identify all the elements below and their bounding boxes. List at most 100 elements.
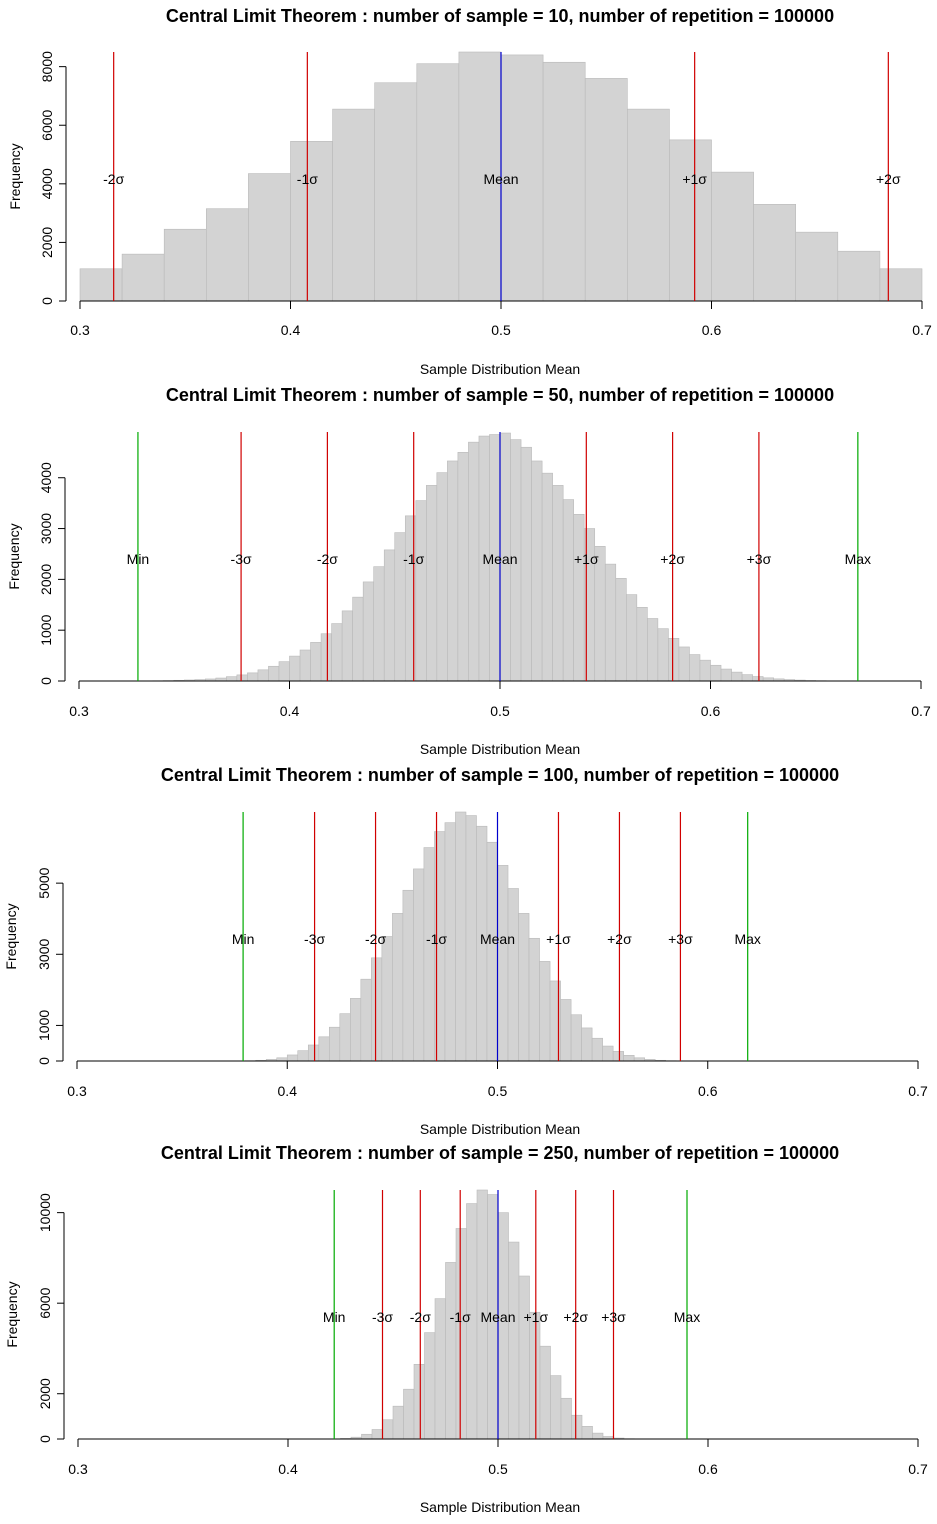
histogram-bar [424, 848, 435, 1061]
histogram-bar [404, 1389, 415, 1439]
marker-label: +1σ [682, 171, 707, 187]
histogram-bar [362, 1434, 373, 1439]
histogram-bar [447, 461, 458, 681]
histogram-bar [308, 1045, 319, 1061]
histogram-bar [287, 1055, 298, 1061]
histogram-bar [258, 670, 269, 681]
x-tick-label: 0.4 [280, 703, 300, 719]
marker-label: Min [127, 551, 150, 567]
histogram-bar [561, 999, 572, 1061]
histogram-bar [237, 675, 248, 681]
marker-label: +1σ [546, 931, 571, 947]
histogram-bar [384, 550, 395, 681]
histogram-bar [721, 669, 732, 681]
histogram-bar [206, 209, 248, 301]
y-tick-label: 0 [39, 297, 55, 305]
histogram-bar [658, 629, 669, 681]
marker-label: +3σ [601, 1309, 626, 1325]
histogram-bar [416, 501, 427, 681]
x-tick-label: 0.3 [68, 1461, 88, 1477]
histogram-bar [458, 452, 469, 681]
x-tick-label: 0.3 [70, 322, 90, 338]
marker-label: +3σ [668, 931, 693, 947]
histogram-bar [382, 937, 393, 1062]
histogram-bar [375, 83, 417, 301]
histogram-bar [647, 619, 658, 682]
y-axis-label: Frequency [6, 523, 22, 589]
histogram-bar [226, 677, 237, 681]
histogram-bar [838, 251, 880, 301]
histogram-bar [561, 1398, 572, 1439]
histogram-bar [298, 1051, 309, 1061]
histogram-bar [616, 578, 627, 681]
histogram-bar [268, 666, 279, 681]
marker-label: -3σ [231, 551, 252, 567]
x-tick-label: 0.6 [698, 1083, 718, 1099]
marker-label: +2σ [876, 171, 901, 187]
x-tick-label: 0.7 [908, 1461, 928, 1477]
marker-label: Mean [480, 1309, 515, 1325]
histogram-bar [350, 998, 361, 1061]
histogram-bar [372, 1429, 383, 1439]
histogram-bar [542, 473, 553, 681]
histogram-bar [363, 582, 374, 681]
y-tick-label: 6000 [37, 1287, 53, 1318]
x-tick-label: 0.5 [488, 1083, 508, 1099]
marker-label: +1σ [574, 551, 599, 567]
y-tick-label: 1000 [38, 614, 54, 645]
histogram-bar [332, 624, 343, 681]
y-tick-label: 6000 [39, 109, 55, 140]
histogram-bar [627, 109, 669, 301]
histogram-bar [426, 485, 437, 681]
histogram-bar [508, 888, 519, 1061]
marker-label: -2σ [365, 931, 386, 947]
x-tick-label: 0.6 [698, 1461, 718, 1477]
marker-label: +2σ [660, 551, 685, 567]
chart-panel-2: Central Limit Theorem : number of sample… [6, 385, 931, 757]
histogram-bar [880, 269, 922, 301]
histogram-bar [624, 1055, 635, 1061]
marker-label: -1σ [450, 1309, 471, 1325]
histogram-bar [521, 447, 532, 681]
y-tick-label: 5000 [36, 867, 52, 898]
histogram-bar [333, 109, 375, 301]
y-tick-label: 1000 [36, 1010, 52, 1041]
histogram-bar [498, 865, 509, 1061]
marker-label: Min [232, 931, 255, 947]
y-tick-label: 0 [37, 1435, 53, 1443]
marker-label: +3σ [747, 551, 772, 567]
histogram-bar [626, 595, 637, 681]
marker-label: Max [674, 1309, 700, 1325]
chart-title: Central Limit Theorem : number of sample… [166, 6, 834, 26]
x-tick-label: 0.5 [491, 322, 511, 338]
histogram-bar [456, 1228, 467, 1439]
chart-title: Central Limit Theorem : number of sample… [161, 765, 839, 785]
marker-label: -3σ [372, 1309, 393, 1325]
histogram-bar [446, 1262, 457, 1439]
histogram-bar [361, 979, 372, 1061]
histogram-bar [582, 1028, 593, 1061]
histogram-bar [414, 1364, 425, 1439]
y-tick-label: 2000 [38, 564, 54, 595]
chart-title: Central Limit Theorem : number of sample… [161, 1143, 839, 1163]
x-tick-label: 0.4 [278, 1461, 298, 1477]
chart-panel-1: Central Limit Theorem : number of sample… [7, 6, 932, 377]
histogram-bar [712, 172, 754, 301]
histogram-bar [383, 1420, 394, 1439]
histogram-bar [413, 869, 424, 1061]
histogram-bar [530, 1312, 541, 1439]
histogram-bar [353, 597, 364, 681]
chart-panel-4: Central Limit Theorem : number of sample… [4, 1143, 928, 1515]
histogram-bar [311, 642, 322, 681]
marker-label: -3σ [304, 931, 325, 947]
histogram-bar [700, 660, 711, 681]
histogram-bar [572, 1415, 583, 1439]
y-axis-label: Frequency [3, 903, 19, 969]
marker-label: Mean [480, 931, 515, 947]
histogram-bar [540, 961, 551, 1061]
histogram-bar [532, 461, 543, 681]
x-tick-label: 0.4 [278, 1083, 298, 1099]
histogram-bar [300, 650, 311, 681]
marker-label: -1σ [403, 551, 424, 567]
y-axis-label: Frequency [7, 143, 23, 209]
